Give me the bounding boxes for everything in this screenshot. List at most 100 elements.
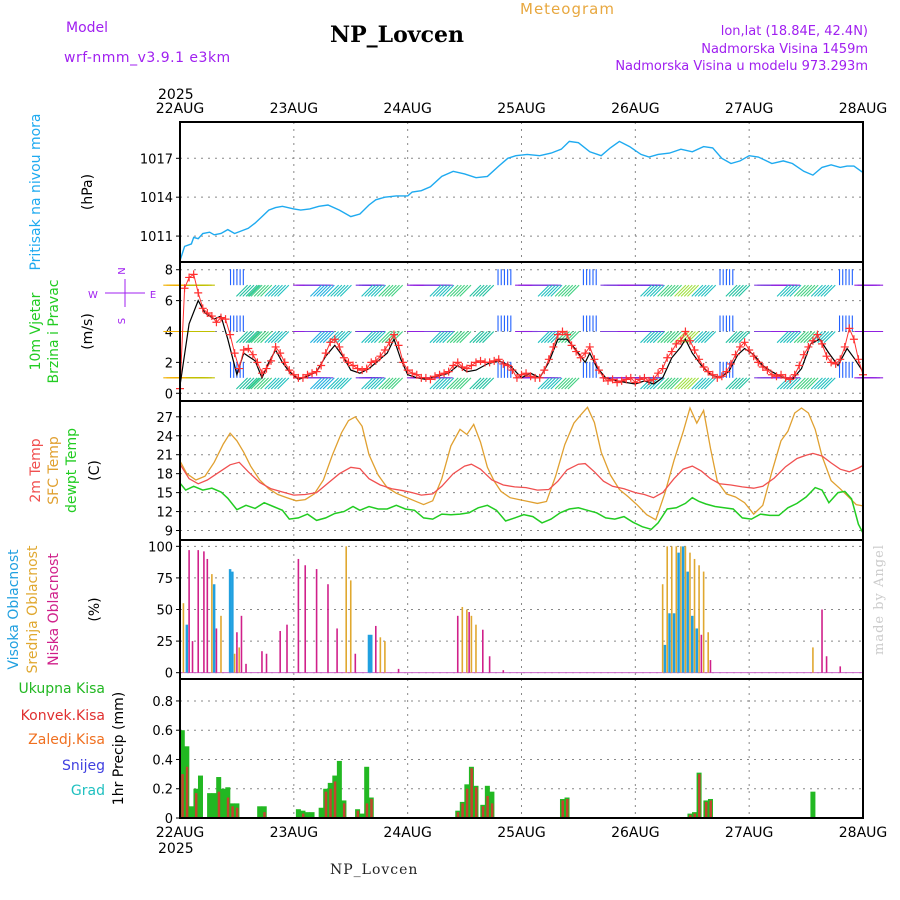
gust-marker xyxy=(253,358,262,367)
x-tick-bottom: 22AUG xyxy=(156,825,205,841)
wind-vector xyxy=(456,331,469,344)
gust-marker xyxy=(289,370,298,379)
gust-marker xyxy=(663,353,672,362)
y-axis-label: dewpt Temp xyxy=(64,428,80,513)
wind-vector xyxy=(245,331,258,344)
gust-marker xyxy=(740,338,749,347)
x-tick-top: 27AUG xyxy=(725,101,774,117)
gust-marker xyxy=(808,336,817,345)
wind-vector xyxy=(643,284,656,297)
wind-speed-line xyxy=(179,299,864,386)
gust-marker xyxy=(349,361,358,370)
y-tick-label: 0.2 xyxy=(152,783,173,798)
gust-marker xyxy=(403,366,412,375)
wind-vector xyxy=(680,284,693,297)
footer-station: NP_Lovcen xyxy=(330,862,419,878)
gust-marker xyxy=(758,363,767,372)
gust-marker xyxy=(749,352,758,361)
wind-vector xyxy=(367,284,380,297)
gust-marker xyxy=(394,341,403,350)
y-tick-label: 24 xyxy=(156,430,173,445)
wind-vector xyxy=(564,331,577,344)
wind-vector xyxy=(367,331,380,344)
precip-conv-bar xyxy=(698,774,701,818)
x-tick-bottom: 24AUG xyxy=(383,825,432,841)
gust-marker xyxy=(262,364,271,373)
precip-conv-bar xyxy=(490,803,494,818)
precip-total-bar xyxy=(810,791,816,818)
y-tick-label: 4 xyxy=(165,326,173,341)
precip-total-bar xyxy=(364,766,370,818)
gust-marker xyxy=(390,330,399,339)
wind-vector xyxy=(446,377,459,390)
wind-vector xyxy=(776,331,789,344)
y-axis-label: 10m Vjetar xyxy=(28,292,44,370)
panel-pressure: 1011 1014 1017 Pritisak na nivou mora (hPa) xyxy=(28,113,864,271)
wind-vector xyxy=(666,377,679,390)
x-tick-top: 25AUG xyxy=(497,101,546,117)
gust-marker xyxy=(553,330,562,339)
gust-marker xyxy=(526,372,535,381)
wind-vector xyxy=(322,284,335,297)
wind-vector xyxy=(800,331,813,344)
gust-marker xyxy=(362,364,371,373)
wind-vector xyxy=(814,377,827,390)
wind-vector xyxy=(700,331,713,344)
wind-vector xyxy=(728,284,741,297)
wind-vector xyxy=(374,377,386,390)
wind-vector xyxy=(823,377,836,390)
wind-vector xyxy=(820,377,833,390)
wind-vector xyxy=(333,377,346,390)
gust-marker xyxy=(563,330,572,339)
sfc-temp-line xyxy=(179,406,864,521)
wind-vector xyxy=(823,284,836,297)
wind-vector xyxy=(806,284,819,297)
wind-vector xyxy=(319,377,332,390)
gust-marker xyxy=(462,364,471,373)
gust-marker xyxy=(635,375,644,384)
wind-vector xyxy=(776,284,789,297)
gust-marker xyxy=(216,313,225,322)
wind-vector xyxy=(456,284,469,297)
wind-vector xyxy=(442,331,455,344)
gust-marker xyxy=(267,356,276,365)
y-tick-label: 75 xyxy=(156,572,173,587)
wind-vector xyxy=(361,284,374,297)
precip-conv-bar xyxy=(263,812,266,818)
gust-marker xyxy=(408,369,417,378)
wind-vector xyxy=(472,284,485,297)
gust-marker xyxy=(544,355,553,364)
wind-vector xyxy=(779,284,792,297)
gust-marker xyxy=(854,355,863,364)
wind-vector xyxy=(250,284,263,297)
gust-marker xyxy=(330,335,339,344)
gust-marker xyxy=(285,366,294,375)
y-axis-label: Niska Oblacnost xyxy=(46,553,62,666)
gust-marker xyxy=(745,346,754,355)
precip-conv-bar xyxy=(474,787,478,818)
precip-conv-bar xyxy=(461,803,464,818)
gust-marker xyxy=(827,358,836,367)
wind-vector xyxy=(557,377,570,390)
gust-marker xyxy=(235,364,244,373)
wind-vector xyxy=(247,331,260,344)
y-axis-label: Srednja Oblacnost xyxy=(25,545,41,673)
y-tick-label: 0.8 xyxy=(152,695,173,710)
wind-vector xyxy=(803,284,816,297)
gust-marker xyxy=(604,376,613,385)
wind-vector xyxy=(316,377,329,390)
x-year-top: 2025 xyxy=(158,87,194,103)
x-tick-bottom: 27AUG xyxy=(725,825,774,841)
wind-vector xyxy=(327,377,340,390)
wind-vector xyxy=(309,331,322,344)
wind-vector xyxy=(267,377,280,390)
wind-vector xyxy=(364,377,377,390)
gust-marker xyxy=(308,369,317,378)
precip-total-bar xyxy=(211,793,217,818)
wind-vector xyxy=(704,377,717,390)
wind-vector xyxy=(793,284,806,297)
gust-marker xyxy=(726,359,735,368)
wind-vector xyxy=(800,377,813,390)
gust-marker xyxy=(731,350,740,359)
wind-vector xyxy=(482,284,495,297)
